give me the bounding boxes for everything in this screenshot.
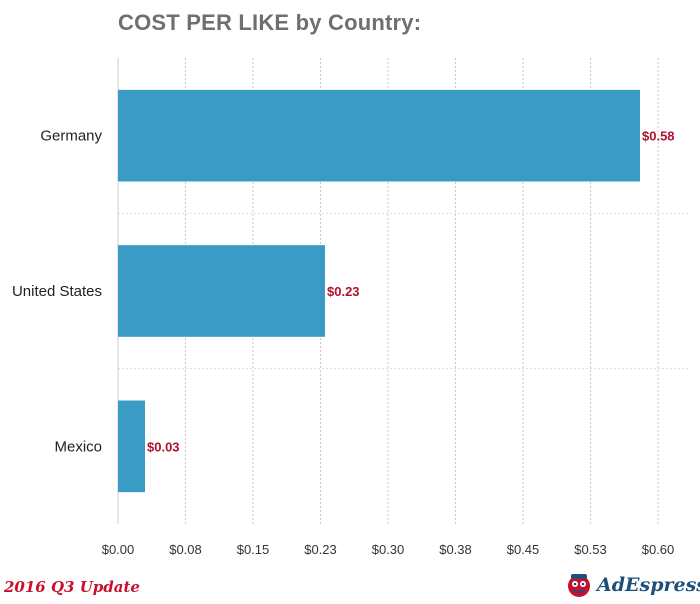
brand-name: AdEspresso	[597, 574, 700, 596]
brand-logo: AdEspresso	[566, 572, 700, 598]
category-label: Germany	[40, 128, 102, 145]
bar-united-states	[118, 245, 325, 337]
x-tick-label: $0.30	[372, 542, 405, 557]
data-label: $0.03	[147, 439, 180, 454]
data-label: $0.58	[642, 129, 675, 144]
category-label: Mexico	[54, 438, 102, 455]
x-tick-label: $0.60	[642, 542, 675, 557]
x-tick-label: $0.23	[304, 542, 337, 557]
data-label: $0.23	[327, 284, 360, 299]
category-label: United States	[12, 283, 102, 300]
chart-title: COST PER LIKE by Country:	[118, 10, 422, 35]
mascot-icon	[568, 574, 590, 597]
x-tick-label: $0.08	[169, 542, 202, 557]
x-tick-label: $0.45	[507, 542, 540, 557]
x-tick-label: $0.15	[237, 542, 270, 557]
bar-mexico	[118, 400, 145, 493]
x-tick-label: $0.53	[574, 542, 607, 557]
x-tick-label: $0.38	[439, 542, 472, 557]
bar-germany	[118, 89, 640, 182]
update-label: 2016 Q3 Update	[4, 578, 140, 596]
x-tick-label: $0.00	[102, 542, 135, 557]
